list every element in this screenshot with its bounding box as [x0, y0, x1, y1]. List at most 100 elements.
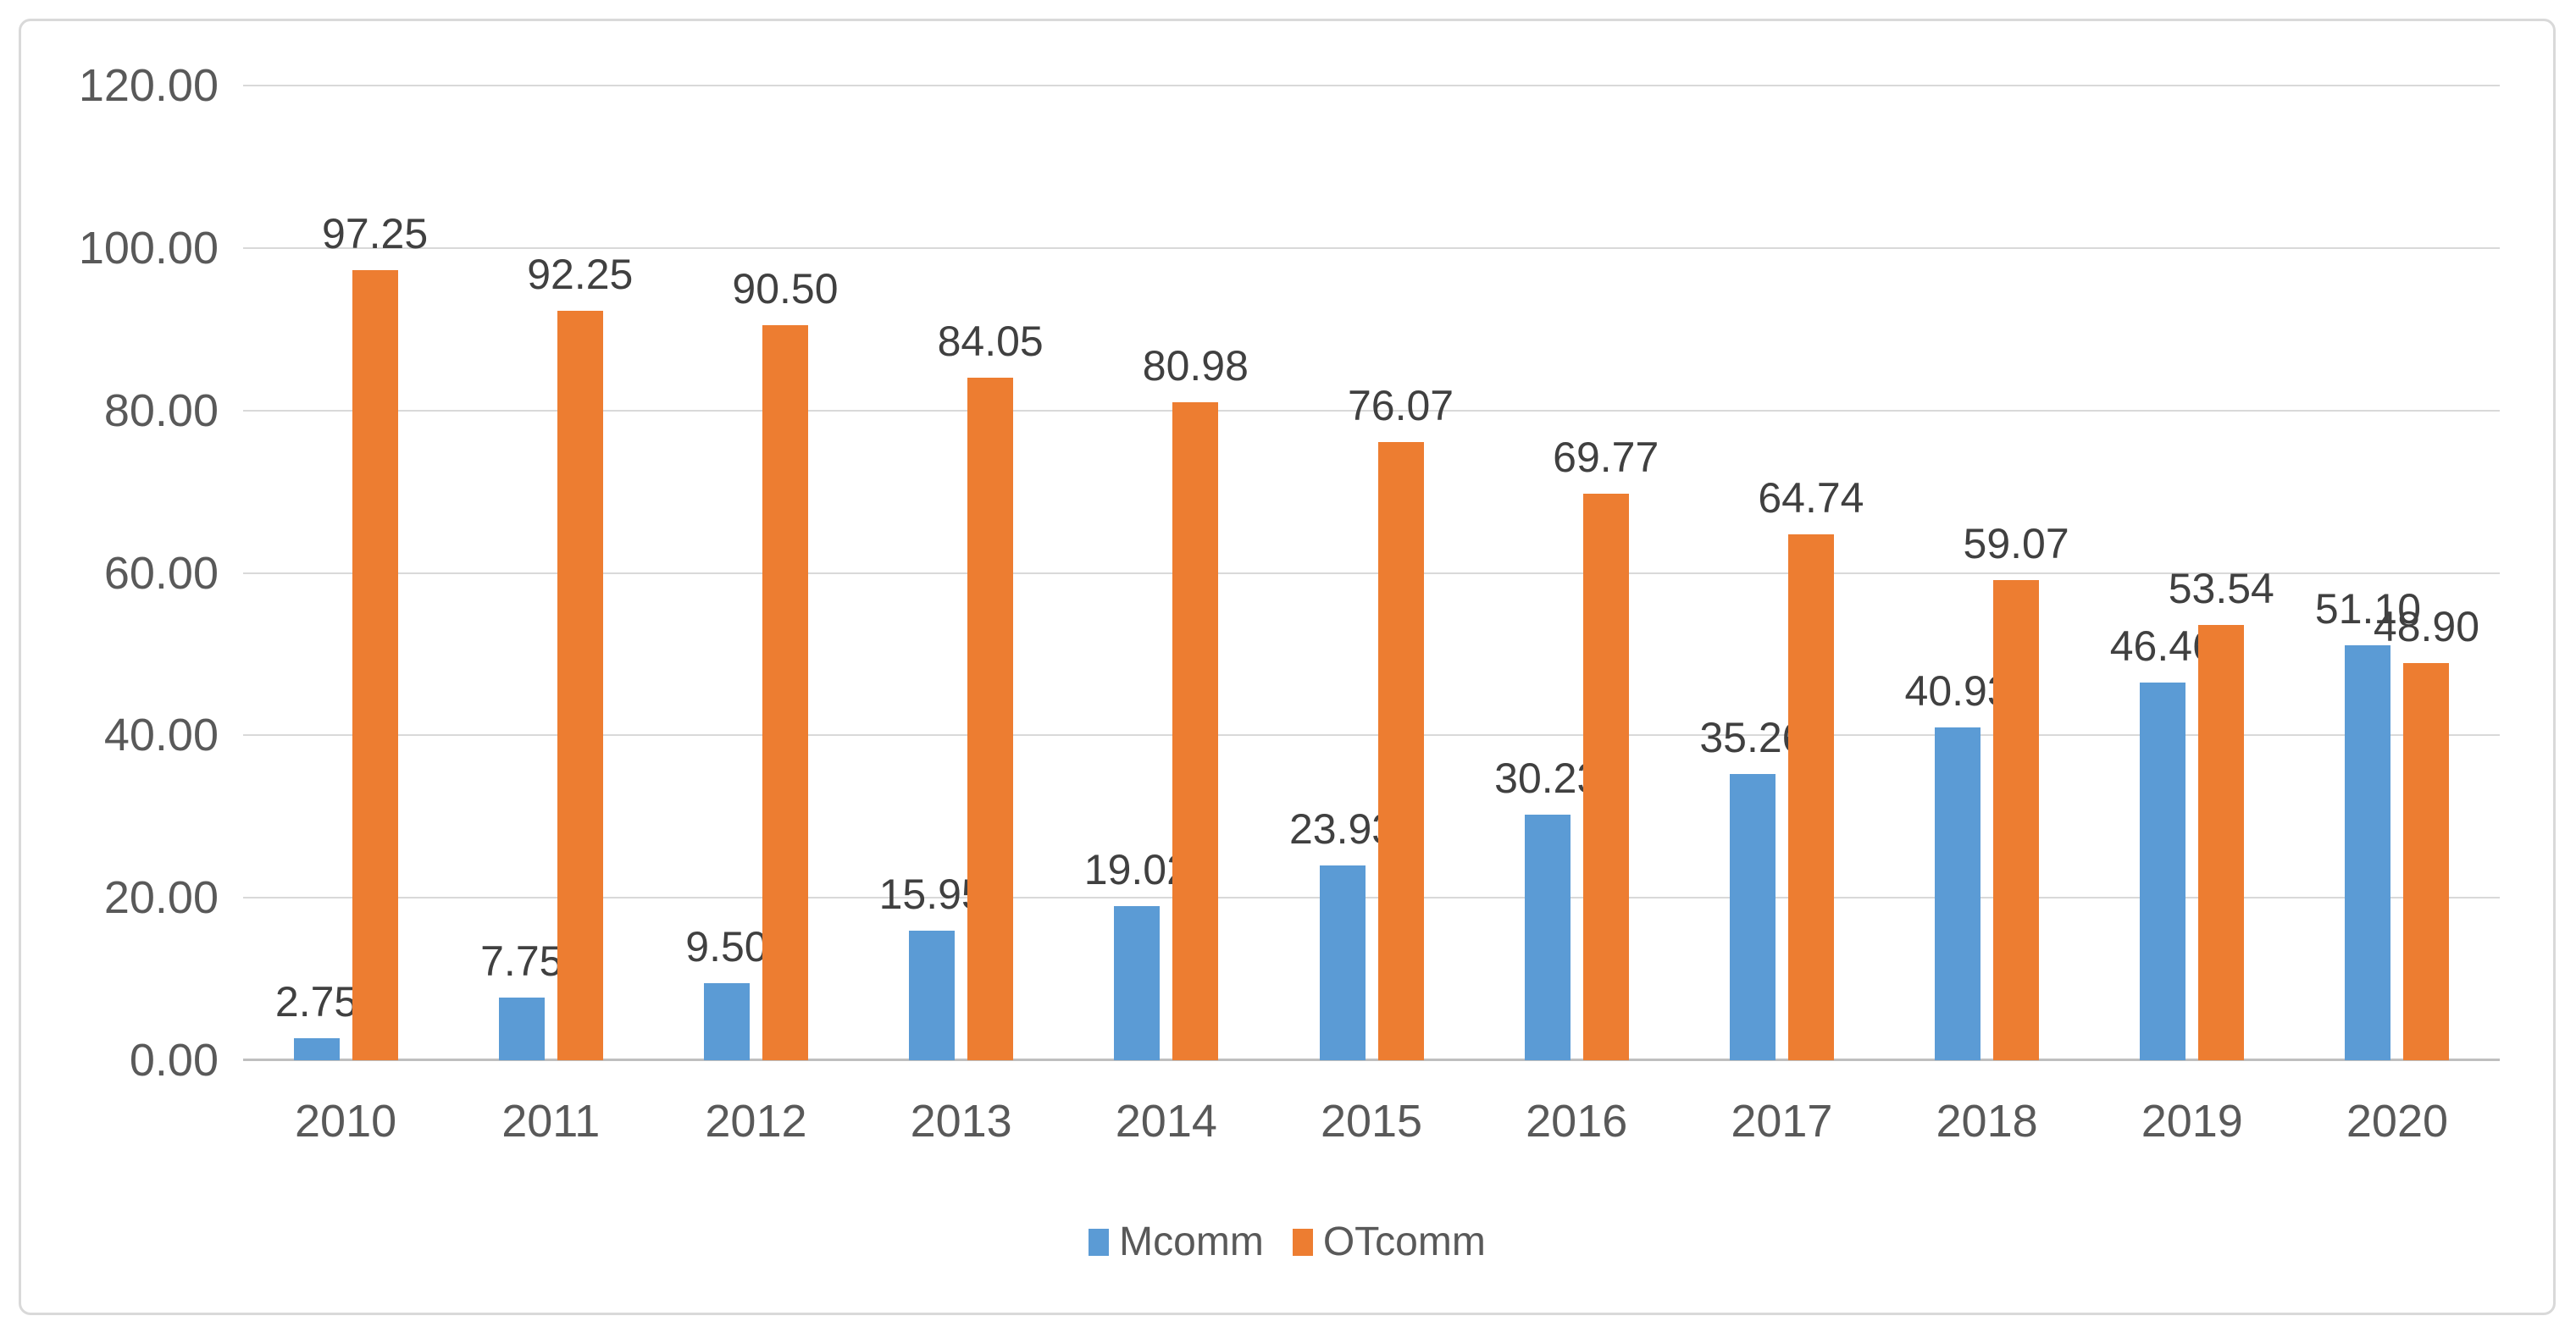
x-axis-label-2018: 2018: [1936, 1096, 2038, 1147]
bar-slot-mcomm-2017: 35.26: [1699, 86, 1805, 1060]
data-label-mcomm-2014: 19.02: [1083, 845, 1190, 893]
x-axis-label-2020: 2020: [2346, 1096, 2449, 1147]
data-label-otcomm-2014: 80.98: [1142, 342, 1249, 390]
bar-otcomm-2013[interactable]: [967, 377, 1014, 1060]
legend: Mcomm OTcomm: [21, 1222, 2553, 1263]
chart-frame: 0.00 20.00 40.00 60.00 80.00 100.00 120.00 2.7…: [19, 19, 2556, 1315]
data-label-otcomm-2019: 53.54: [2168, 565, 2274, 613]
data-label-otcomm-2017: 64.74: [1758, 474, 1864, 522]
data-label-otcomm-2013: 84.05: [937, 317, 1044, 365]
bar-slot-otcomm-2014: 80.98: [1143, 86, 1249, 1060]
x-axis-label-2015: 2015: [1320, 1096, 1423, 1147]
bar-otcomm-2020[interactable]: [2403, 662, 2450, 1060]
bar-otcomm-2014[interactable]: [1172, 402, 1219, 1060]
bar-mcomm-2019[interactable]: [2140, 683, 2186, 1060]
bar-slot-mcomm-2019: 46.46: [2110, 86, 2216, 1060]
y-axis-tick-label: 40.00: [103, 710, 219, 761]
x-axis-label-2016: 2016: [1526, 1096, 1628, 1147]
bar-slot-otcomm-2011: 92.25: [527, 86, 633, 1060]
bar-slot-otcomm-2012: 90.50: [732, 86, 839, 1060]
bar-otcomm-2016[interactable]: [1582, 493, 1629, 1060]
bar-slot-mcomm-2011: 7.75: [480, 86, 562, 1060]
x-axis-label-2019: 2019: [2141, 1096, 2243, 1147]
bar-group-2013: 15.95 84.05: [859, 86, 1064, 1060]
bar-group-2014: 19.02 80.98: [1064, 86, 1269, 1060]
bar-mcomm-2017[interactable]: [1729, 773, 1776, 1060]
bar-slot-otcomm-2013: 84.05: [938, 86, 1044, 1060]
legend-label-mcomm: Mcomm: [1119, 1219, 1264, 1264]
bar-slot-mcomm-2010: 2.75: [275, 86, 357, 1060]
bar-otcomm-2019[interactable]: [2198, 625, 2245, 1060]
bar-mcomm-2018[interactable]: [1935, 727, 1981, 1060]
data-label-mcomm-2020: 51.10: [2314, 584, 2422, 633]
data-label-mcomm-2012: 9.50: [685, 922, 768, 970]
x-axis: 2010 2011 2012 2013 2014 2015 2016 2017 2018 2019…: [243, 1098, 2500, 1144]
bar-mcomm-2011[interactable]: [498, 997, 545, 1060]
data-label-otcomm-2012: 90.50: [732, 264, 839, 312]
legend-marker-mcomm: [1089, 1229, 1110, 1256]
plot-area: 2.75 97.25 7.75 92.25 9.50 90.50 15.95 84.05 19.…: [243, 85, 2500, 1061]
bar-mcomm-2014[interactable]: [1114, 905, 1161, 1060]
bar-otcomm-2015[interactable]: [1377, 442, 1424, 1060]
bar-otcomm-2012[interactable]: [762, 324, 808, 1060]
bar-slot-otcomm-2018: 59.07: [1964, 86, 2069, 1060]
data-label-otcomm-2010: 97.25: [322, 210, 429, 258]
data-label-mcomm-2010: 2.75: [274, 977, 358, 1026]
x-axis-label-2014: 2014: [1115, 1096, 1217, 1147]
y-axis-tick-label: 120.00: [78, 60, 219, 111]
bar-mcomm-2015[interactable]: [1319, 865, 1366, 1060]
bar-slot-mcomm-2020: 51.10: [2315, 86, 2421, 1060]
x-axis-line: [243, 1059, 2500, 1061]
data-label-otcomm-2020: 48.90: [2373, 602, 2480, 650]
data-label-mcomm-2016: 30.23: [1494, 755, 1601, 803]
legend-item-mcomm[interactable]: Mcomm: [1089, 1222, 1264, 1263]
gridline: [243, 85, 2500, 86]
bar-group-2016: 30.23 69.77: [1474, 86, 1679, 1060]
data-label-mcomm-2011: 7.75: [480, 937, 563, 985]
bar-group-2018: 40.93 59.07: [1885, 86, 2090, 1060]
bar-slot-otcomm-2010: 97.25: [322, 86, 428, 1060]
bar-group-2012: 9.50 90.50: [653, 86, 858, 1060]
data-label-mcomm-2017: 35.26: [1699, 713, 1806, 761]
bar-otcomm-2010[interactable]: [352, 270, 398, 1060]
bar-slot-mcomm-2012: 9.50: [685, 86, 768, 1060]
bar-slot-mcomm-2013: 15.95: [879, 86, 985, 1060]
bar-mcomm-2010[interactable]: [293, 1037, 340, 1060]
x-axis-label-2011: 2011: [501, 1096, 601, 1147]
x-axis-label-2017: 2017: [1731, 1096, 1833, 1147]
bar-group-2010: 2.75 97.25: [243, 86, 448, 1060]
gridline: [243, 246, 2500, 249]
bar-slot-mcomm-2014: 19.02: [1084, 86, 1190, 1060]
bar-slot-otcomm-2016: 69.77: [1553, 86, 1659, 1060]
y-axis-tick-label: 80.00: [103, 384, 219, 436]
bar-mcomm-2012[interactable]: [703, 982, 750, 1060]
x-axis-label-2012: 2012: [705, 1096, 807, 1147]
legend-marker-otcomm: [1292, 1229, 1313, 1256]
data-label-mcomm-2013: 15.95: [878, 871, 985, 919]
bar-mcomm-2020[interactable]: [2345, 644, 2391, 1060]
bar-otcomm-2011[interactable]: [557, 311, 603, 1060]
bar-slot-otcomm-2019: 53.54: [2169, 86, 2274, 1060]
gridline: [243, 409, 2500, 412]
bar-otcomm-2017[interactable]: [1787, 534, 1834, 1060]
y-axis-tick-label: 20.00: [103, 872, 219, 924]
gridline: [243, 572, 2500, 574]
bar-slot-otcomm-2020: 48.90: [2374, 86, 2479, 1060]
bar-slot-mcomm-2015: 23.93: [1289, 86, 1395, 1060]
x-axis-label-2010: 2010: [295, 1096, 397, 1147]
bar-group-2020: 51.10 48.90: [2295, 86, 2500, 1060]
y-axis-tick-label: 100.00: [78, 222, 219, 274]
data-label-mcomm-2018: 40.93: [1904, 667, 2011, 716]
gridline: [243, 734, 2500, 737]
data-label-otcomm-2016: 69.77: [1553, 433, 1659, 481]
bar-mcomm-2013[interactable]: [909, 931, 956, 1060]
bar-slot-mcomm-2016: 30.23: [1494, 86, 1600, 1060]
y-axis: 0.00 20.00 40.00 60.00 80.00 100.00 120.00: [21, 63, 221, 1083]
legend-item-otcomm[interactable]: OTcomm: [1292, 1219, 1486, 1264]
bar-mcomm-2016[interactable]: [1524, 815, 1571, 1060]
data-label-otcomm-2011: 92.25: [527, 251, 634, 299]
legend-label-otcomm: OTcomm: [1322, 1219, 1486, 1264]
bar-otcomm-2018[interactable]: [1993, 580, 2040, 1060]
bar-group-2011: 7.75 92.25: [448, 86, 653, 1060]
